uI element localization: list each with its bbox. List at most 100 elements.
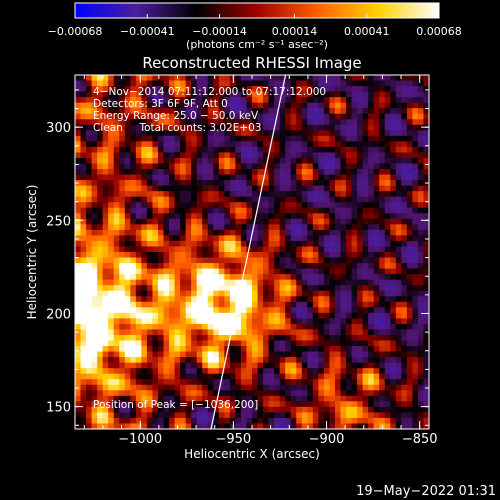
heatmap-cell	[124, 417, 131, 424]
heatmap-cell	[218, 390, 225, 397]
heatmap-cell	[163, 268, 170, 275]
heatmap-cell	[152, 174, 159, 181]
heatmap-cell	[279, 368, 286, 375]
heatmap-cell	[124, 379, 131, 386]
heatmap-cell	[246, 119, 253, 126]
heatmap-cell	[218, 202, 225, 209]
heatmap-cell	[185, 423, 192, 429]
heatmap-cell	[207, 218, 214, 225]
heatmap-cell	[108, 86, 115, 92]
heatmap-cell	[135, 401, 142, 408]
heatmap-cell	[395, 97, 402, 104]
heatmap-cell	[412, 401, 419, 408]
heatmap-cell	[174, 113, 181, 120]
heatmap-cell	[390, 80, 397, 87]
heatmap-cell	[130, 362, 137, 369]
heatmap-cell	[229, 390, 236, 397]
heatmap-cell	[130, 351, 137, 358]
heatmap-cell	[346, 312, 352, 319]
heatmap-cell	[224, 191, 231, 198]
annotation-peak-position: Position of Peak = [−1036,200]	[93, 399, 258, 411]
heatmap-cell	[235, 130, 242, 137]
heatmap-cell	[334, 312, 341, 319]
heatmap-cell	[329, 390, 336, 397]
heatmap-cell	[152, 406, 159, 413]
heatmap-cell	[340, 340, 347, 347]
heatmap-cell	[268, 191, 275, 198]
heatmap-cell	[119, 113, 126, 120]
heatmap-cell	[268, 113, 275, 120]
heatmap-cell	[141, 285, 148, 292]
heatmap-cell	[207, 340, 214, 347]
heatmap-cell	[412, 252, 419, 258]
heatmap-cell	[296, 86, 303, 92]
heatmap-cell	[130, 373, 137, 380]
heatmap-cell	[135, 202, 142, 209]
heatmap-cell	[412, 174, 419, 181]
heatmap-cell	[252, 163, 258, 170]
heatmap-cell	[86, 423, 92, 429]
heatmap-cell	[285, 296, 292, 303]
heatmap-cell	[285, 390, 292, 397]
heatmap-cell	[102, 412, 109, 419]
heatmap-cell	[174, 224, 181, 231]
heatmap-cell	[169, 224, 175, 231]
heatmap-cell	[279, 274, 286, 281]
heatmap-cell	[91, 180, 98, 187]
heatmap-cell	[329, 301, 336, 308]
heatmap-cell	[417, 346, 424, 352]
heatmap-cell	[218, 135, 225, 142]
heatmap-cell	[373, 229, 380, 236]
heatmap-cell	[163, 390, 170, 397]
heatmap-cell	[290, 252, 297, 258]
heatmap-cell	[423, 86, 429, 92]
heatmap-cell	[86, 130, 92, 137]
heatmap-cell	[379, 274, 386, 281]
heatmap-cell	[163, 163, 170, 170]
heatmap-cell	[180, 174, 187, 181]
heatmap-cell	[401, 218, 408, 225]
heatmap-cell	[334, 174, 341, 181]
heatmap-cell	[290, 157, 297, 164]
heatmap-cell	[252, 240, 258, 247]
heatmap-cell	[268, 312, 275, 319]
heatmap-cell	[141, 113, 148, 120]
heatmap-cell	[340, 312, 347, 319]
heatmap-cell	[202, 141, 209, 148]
heatmap-cell	[307, 202, 314, 209]
heatmap-cell	[185, 290, 192, 297]
heatmap-cell	[263, 312, 269, 319]
heatmap-cell	[185, 384, 192, 391]
heatmap-cell	[91, 102, 98, 109]
heatmap-cell	[340, 218, 347, 225]
heatmap-cell	[202, 235, 209, 242]
heatmap-cell	[334, 180, 341, 187]
heatmap-cell	[246, 163, 253, 170]
heatmap-cell	[157, 124, 164, 131]
heatmap-cell	[279, 124, 286, 131]
heatmap-cell	[357, 80, 364, 87]
heatmap-cell	[163, 263, 170, 269]
heatmap-cell	[229, 417, 236, 424]
heatmap-cell	[80, 318, 87, 325]
heatmap-cell	[86, 246, 92, 253]
heatmap-cell	[152, 207, 159, 214]
heatmap-cell	[86, 152, 92, 159]
heatmap-cell	[108, 334, 115, 341]
heatmap-cell	[329, 91, 336, 98]
heatmap-cell	[329, 75, 336, 81]
heatmap-cell	[157, 113, 164, 120]
heatmap-cell	[296, 401, 303, 408]
heatmap-cell	[395, 423, 402, 429]
heatmap-cell	[279, 185, 286, 192]
heatmap-cell	[285, 218, 292, 225]
heatmap-cell	[102, 174, 109, 181]
heatmap-cell	[174, 257, 181, 264]
heatmap-cell	[185, 406, 192, 413]
heatmap-cell	[119, 75, 126, 81]
heatmap-cell	[390, 329, 397, 336]
heatmap-cell	[274, 290, 281, 297]
heatmap-cell	[80, 130, 87, 137]
heatmap-cell	[213, 368, 220, 375]
heatmap-cell	[207, 384, 214, 391]
